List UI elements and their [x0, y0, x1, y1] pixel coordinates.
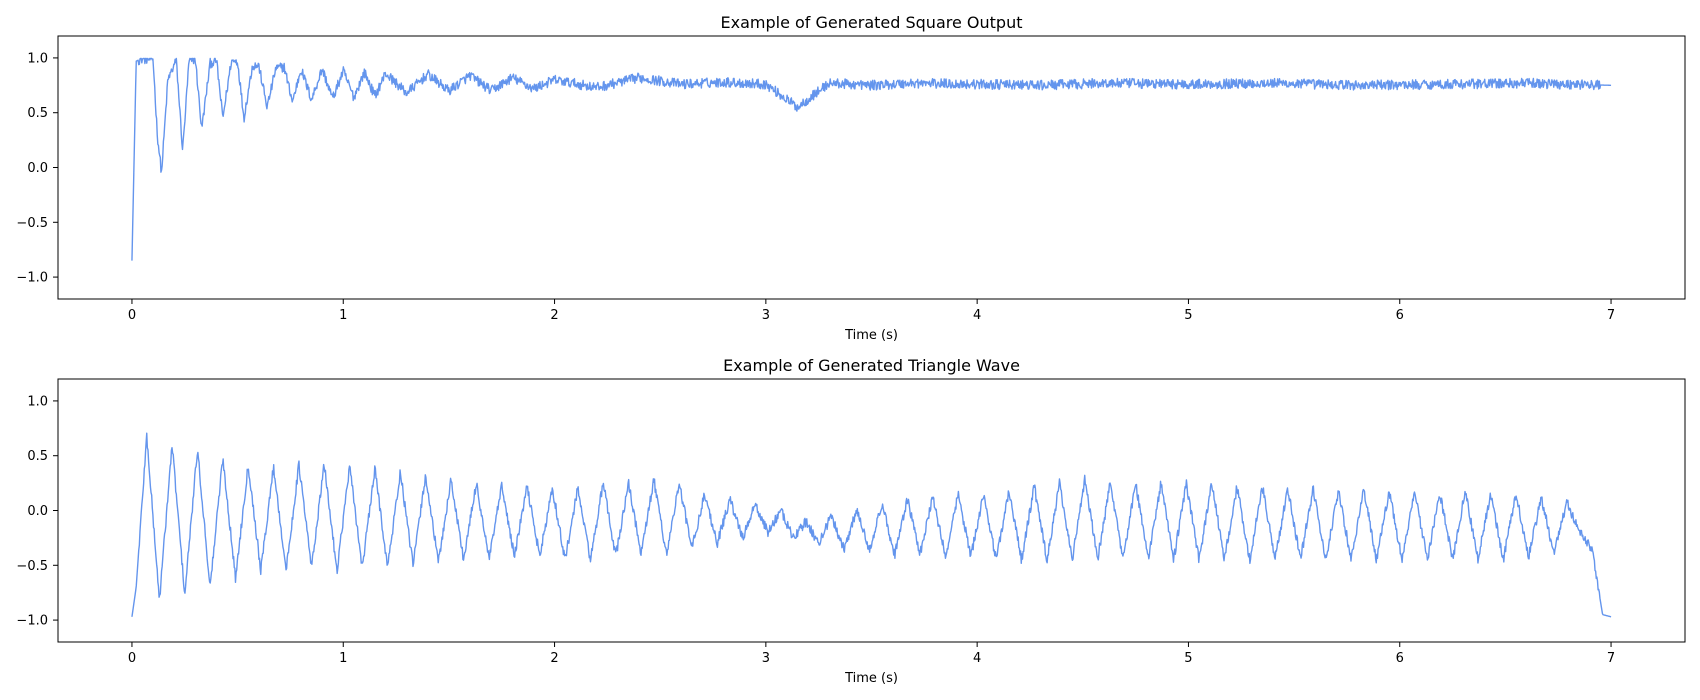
y-tick-label: −0.5 — [16, 216, 48, 231]
x-tick-label: 4 — [973, 651, 981, 666]
y-tick-label: 0.5 — [27, 106, 48, 121]
x-tick-label: 5 — [1184, 308, 1192, 323]
y-tick-label: −1.0 — [16, 271, 48, 286]
x-axis-label: Time (s) — [844, 671, 898, 686]
x-tick-label: 7 — [1607, 308, 1615, 323]
x-tick-label: 0 — [128, 308, 136, 323]
x-tick-label: 3 — [762, 651, 770, 666]
triangle-wave-panel: Example of Generated Triangle Wave Time … — [16, 356, 1686, 686]
chart-title: Example of Generated Square Output — [721, 13, 1023, 32]
y-tick-label: −0.5 — [16, 559, 48, 574]
y-tick-label: −1.0 — [16, 614, 48, 629]
x-tick-label: 7 — [1607, 651, 1615, 666]
x-tick-label: 3 — [762, 308, 770, 323]
x-tick-label: 1 — [339, 651, 347, 666]
chart-title: Example of Generated Triangle Wave — [723, 356, 1020, 375]
x-tick-label: 2 — [550, 651, 558, 666]
y-tick-label: 1.0 — [27, 394, 48, 409]
x-tick-label: 2 — [550, 308, 558, 323]
y-tick-label: 0.0 — [27, 161, 48, 176]
y-tick-label: 0.0 — [27, 504, 48, 519]
x-tick-label: 4 — [973, 308, 981, 323]
x-tick-label: 6 — [1396, 651, 1404, 666]
y-tick-label: 1.0 — [27, 51, 48, 66]
square-output-panel: Example of Generated Square Output Time … — [16, 13, 1686, 343]
x-tick-label: 5 — [1184, 651, 1192, 666]
signal-series-line — [131, 57, 1612, 261]
signal-series-line — [131, 432, 1612, 618]
x-tick-label: 6 — [1396, 308, 1404, 323]
x-tick-label: 0 — [128, 651, 136, 666]
x-axis-label: Time (s) — [844, 328, 898, 343]
plot-area-frame — [57, 378, 1686, 643]
x-tick-label: 1 — [339, 308, 347, 323]
y-tick-label: 0.5 — [27, 449, 48, 464]
